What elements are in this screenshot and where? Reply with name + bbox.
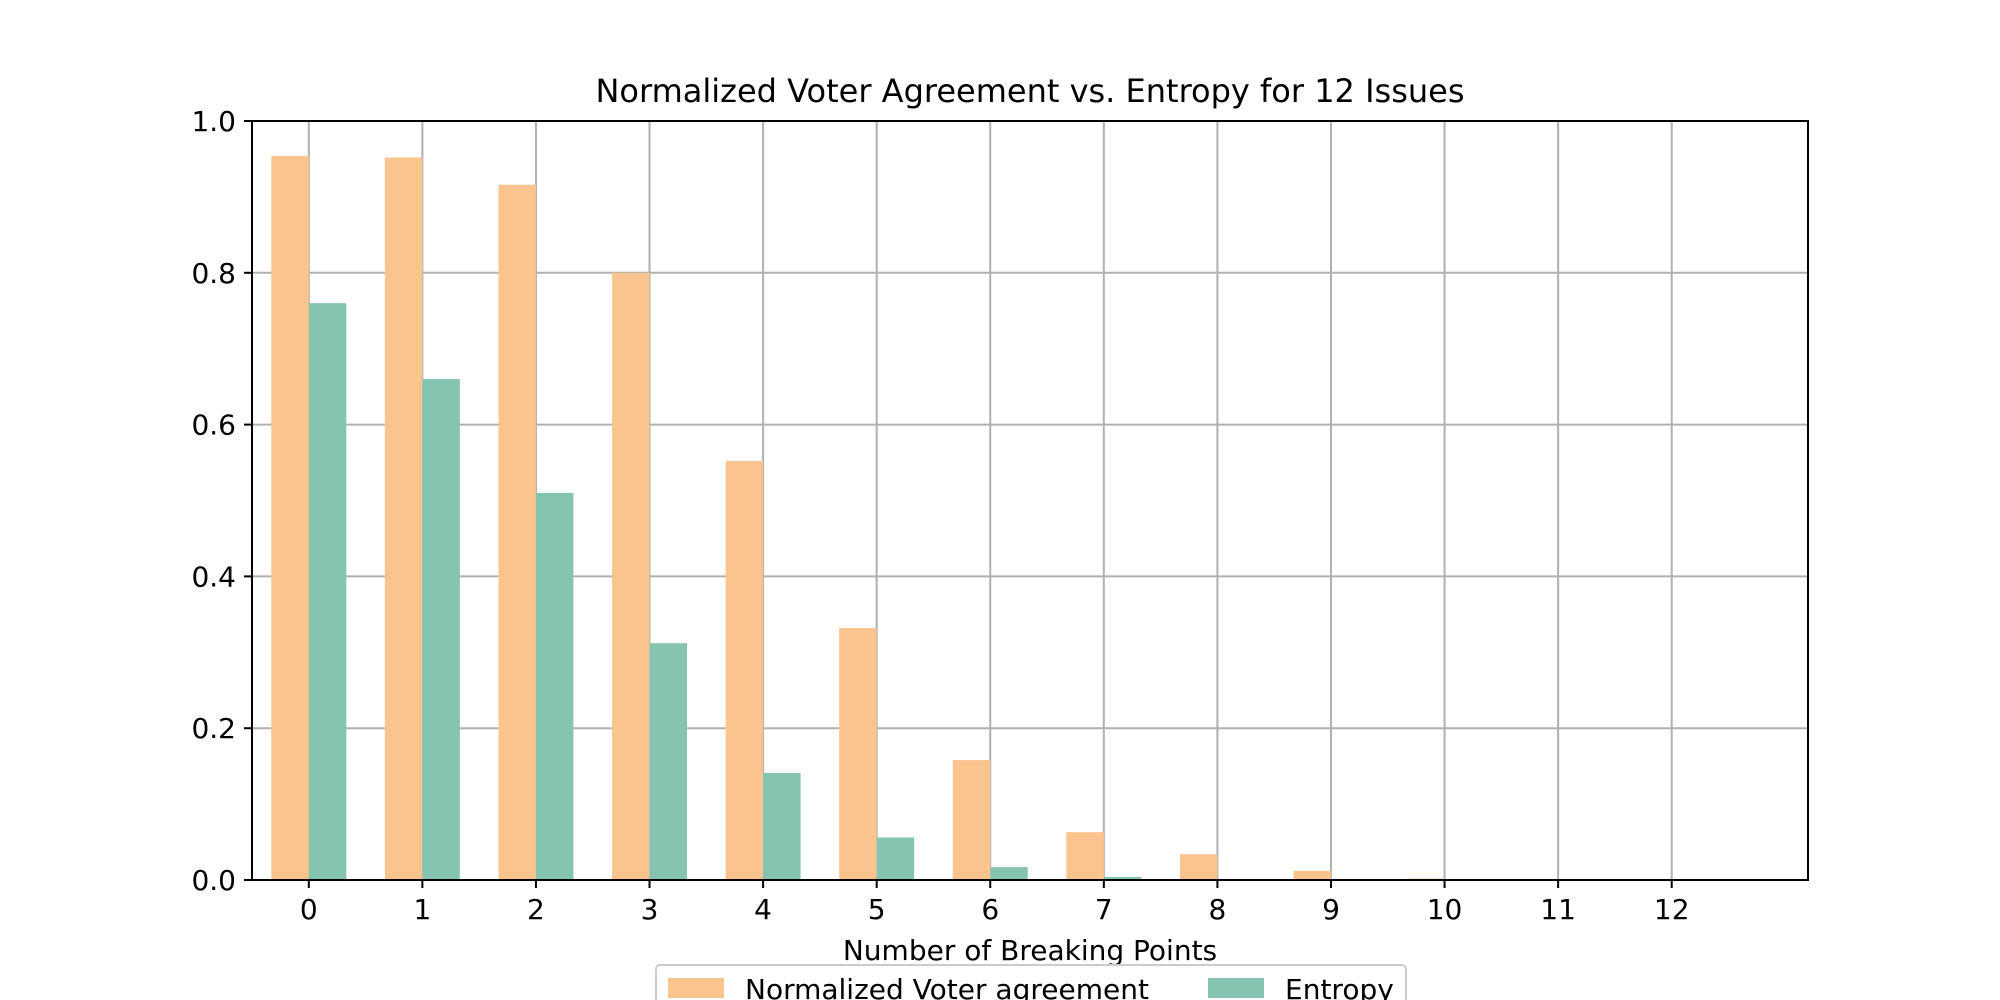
- x-tick-label: 8: [1208, 893, 1226, 926]
- x-tick-label: 11: [1540, 893, 1576, 926]
- bar-voter-agreement-0: [271, 155, 309, 880]
- bar-entropy-4: [763, 772, 801, 880]
- bar-voter-agreement-1: [384, 157, 423, 880]
- legend: Normalized Voter agreement Entropy: [655, 964, 1407, 1000]
- grid-lines: [252, 120, 1808, 881]
- legend-swatch-voter-agreement: [668, 978, 724, 998]
- x-axis-label: Number of Breaking Points: [843, 934, 1217, 967]
- x-tick-label: 1: [413, 893, 431, 926]
- x-tick-label: 3: [641, 893, 659, 926]
- y-tick-label: 0.0: [191, 864, 236, 897]
- y-tick-label: 1.0: [191, 105, 236, 138]
- bar-entropy-3: [649, 643, 687, 880]
- plot-area-frame: [251, 120, 1809, 881]
- y-tick-label: 0.8: [191, 257, 236, 290]
- x-tick-label: 12: [1654, 893, 1690, 926]
- y-tick-label: 0.2: [191, 712, 236, 745]
- bar-entropy-2: [535, 492, 574, 880]
- bar-entropy-0: [308, 303, 347, 880]
- bar-voter-agreement-4: [725, 461, 764, 880]
- x-tick-label: 0: [300, 893, 318, 926]
- legend-swatch-entropy: [1208, 978, 1264, 998]
- bar-voter-agreement-8: [1179, 854, 1218, 880]
- bars: [271, 155, 1445, 881]
- x-tick-label: 9: [1322, 893, 1340, 926]
- bar-entropy-1: [422, 379, 460, 880]
- bar-entropy-6: [990, 867, 1028, 880]
- legend-label-entropy: Entropy: [1285, 973, 1394, 1000]
- x-tick-label: 4: [754, 893, 772, 926]
- legend-label-voter-agreement: Normalized Voter agreement: [745, 973, 1149, 1000]
- x-tick-label: 7: [1095, 893, 1113, 926]
- axis-ticks: 0 1 2 3 4 5 6 7 8 9 10 11 120.00.20.40.60.81.0: [191, 105, 1689, 926]
- bar-voter-agreement-9: [1293, 870, 1331, 880]
- chart-title: Normalized Voter Agreement vs. Entropy f…: [595, 72, 1464, 110]
- bar-entropy-7: [1103, 876, 1142, 880]
- bar-voter-agreement-3: [612, 272, 650, 880]
- x-tick-label: 6: [981, 893, 999, 926]
- bar-voter-agreement-7: [1066, 832, 1104, 880]
- x-tick-label: 5: [868, 893, 886, 926]
- x-tick-label: 10: [1427, 893, 1463, 926]
- bar-voter-agreement-6: [952, 760, 991, 880]
- y-tick-label: 0.4: [191, 560, 236, 593]
- bar-voter-agreement-2: [498, 184, 536, 881]
- bar-voter-agreement-5: [839, 628, 877, 880]
- y-tick-label: 0.6: [191, 409, 236, 442]
- x-tick-label: 2: [527, 893, 545, 926]
- bar-entropy-5: [876, 837, 915, 880]
